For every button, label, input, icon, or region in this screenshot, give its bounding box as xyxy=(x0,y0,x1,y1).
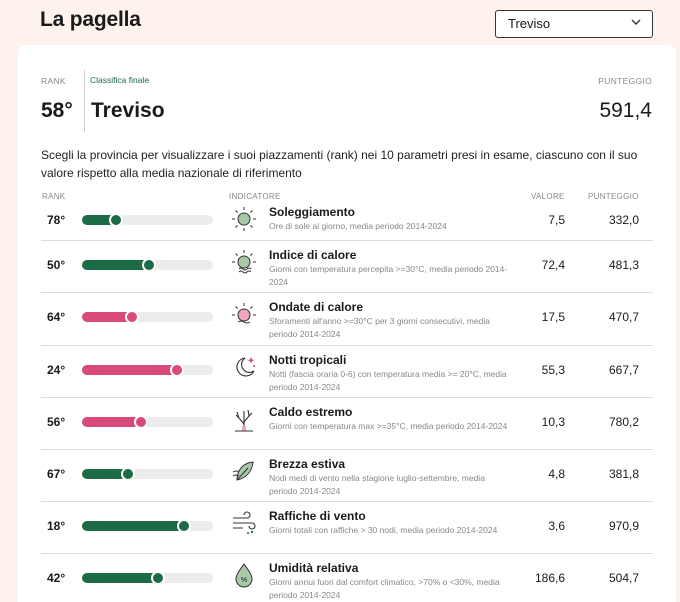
summary-rank: 58° xyxy=(41,99,73,122)
sun-icon xyxy=(232,207,256,231)
humidity-icon: % xyxy=(235,563,253,588)
table-row: 67° Brezza estiva Nodi medi di vento nella… xyxy=(41,450,653,502)
rank-bar-knob xyxy=(125,310,139,324)
summary-classifica-label: Classifica finale xyxy=(90,75,150,85)
table-row: 50° Indice di calore Giorni con temperatur… xyxy=(41,241,653,293)
rank-bar-knob xyxy=(151,571,165,585)
indicator-score: 780,2 xyxy=(608,415,639,429)
indicator-value: 55,3 xyxy=(541,363,565,377)
indicator-value: 3,6 xyxy=(548,519,565,533)
row-rank: 56° xyxy=(47,415,66,429)
indicator-score: 470,7 xyxy=(608,310,639,324)
rank-bar xyxy=(82,258,213,272)
svg-text:%: % xyxy=(241,577,247,584)
indicator-score: 381,8 xyxy=(608,467,639,481)
table-row: 78° Soleggiamento Ore di sole al giorno, m… xyxy=(41,202,653,241)
rank-bar xyxy=(82,310,213,324)
wind-gust-icon xyxy=(233,511,256,534)
indicator-description: Giorni annui fuori dal comfort climatico… xyxy=(269,577,500,600)
th-rank: RANK xyxy=(42,192,66,201)
indicator-description: Nodi medi di vento nella stagione luglio… xyxy=(269,473,485,496)
province-select[interactable]: Treviso xyxy=(495,10,653,38)
description: Scegli la provincia per visualizzare i s… xyxy=(41,148,638,180)
indicator-value: 17,5 xyxy=(541,310,565,324)
rank-bar xyxy=(82,519,213,533)
indicator-description: Giorni totali con raffiche > 30 nodi, me… xyxy=(269,525,498,535)
report-card xyxy=(18,45,676,602)
indicator-name: Indice di calore xyxy=(269,248,357,262)
dry-tree-icon xyxy=(235,409,253,432)
breeze-icon xyxy=(232,461,254,481)
summary-province: Treviso xyxy=(91,99,165,122)
summary-score: 591,4 xyxy=(599,99,652,122)
table-row: 56° Caldo estremo Giorni con temperatura m… xyxy=(41,398,653,450)
rank-bar-fill xyxy=(82,312,133,322)
rank-bar-knob xyxy=(134,415,148,429)
row-rank: 67° xyxy=(47,467,66,481)
rank-bar xyxy=(82,213,213,227)
rank-bar xyxy=(82,467,213,481)
indicator-name: Notti tropicali xyxy=(269,353,347,367)
row-rank: 18° xyxy=(47,519,66,533)
summary-score-label: PUNTEGGIO xyxy=(598,76,652,86)
indicator-score: 970,9 xyxy=(608,519,639,533)
indicator-score: 504,7 xyxy=(608,571,639,585)
indicator-score: 667,7 xyxy=(608,363,639,377)
heatwave-icon xyxy=(232,303,256,324)
rank-bar-knob xyxy=(177,519,191,533)
rank-bar xyxy=(82,571,213,585)
province-select-value: Treviso xyxy=(508,16,551,31)
rank-bar-fill xyxy=(82,573,159,583)
page-title: La pagella xyxy=(40,8,141,31)
rank-bar-fill xyxy=(82,365,178,375)
table-row: 42°% Umidità relativa Giorni annui fuori d… xyxy=(41,554,653,602)
moon-icon xyxy=(236,357,255,377)
indicator-description: Sforamenti all'anno >=30°C per 3 giorni … xyxy=(269,316,490,339)
rank-bar-fill xyxy=(82,469,129,479)
indicator-name: Ondate di calore xyxy=(269,300,364,314)
rank-bar-fill xyxy=(82,521,185,531)
th-score: PUNTEGGIO xyxy=(588,192,639,201)
table-row: 18° Raffiche di vento Giorni totali con ra… xyxy=(41,502,653,554)
table-row: 24° Notti tropicali Notti (fascia oraria 0… xyxy=(41,346,653,398)
indicator-value: 7,5 xyxy=(548,213,565,227)
indicator-value: 4,8 xyxy=(548,467,565,481)
rank-bar xyxy=(82,415,213,429)
indicator-name: Brezza estiva xyxy=(269,457,346,471)
row-rank: 78° xyxy=(47,213,66,227)
summary-divider xyxy=(84,70,85,132)
indicator-value: 186,6 xyxy=(534,571,565,585)
row-rank: 50° xyxy=(47,258,66,272)
row-rank: 64° xyxy=(47,310,66,324)
summary-rank-label: RANK xyxy=(41,76,66,86)
row-rank: 24° xyxy=(47,363,66,377)
indicator-description: Giorni con temperatura percepita >=30°C,… xyxy=(269,264,508,287)
indicator-description: Ore di sole al giorno, media periodo 201… xyxy=(269,221,447,231)
indicator-description: Giorni con temperatura max >=35°C, media… xyxy=(269,421,508,431)
indicator-score: 481,3 xyxy=(608,258,639,272)
rank-bar-fill xyxy=(82,417,142,427)
indicator-name: Caldo estremo xyxy=(269,405,353,419)
indicator-value: 10,3 xyxy=(541,415,565,429)
rank-bar-knob xyxy=(109,213,123,227)
heat-index-icon xyxy=(232,250,256,274)
table-row: 64° Ondate di calore Sforamenti all'anno >… xyxy=(41,293,653,346)
indicator-description: Notti (fascia oraria 0-6) con temperatur… xyxy=(269,369,507,392)
chevron-down-icon xyxy=(631,19,641,25)
rank-bar-knob xyxy=(121,467,135,481)
th-value: VALORE xyxy=(531,192,565,201)
rank-bar-fill xyxy=(82,215,117,225)
indicator-name: Soleggiamento xyxy=(269,205,356,219)
indicator-name: Umidità relativa xyxy=(269,561,359,575)
rank-bar-knob xyxy=(142,258,156,272)
row-rank: 42° xyxy=(47,571,66,585)
rank-bar-knob xyxy=(170,363,184,377)
indicator-value: 72,4 xyxy=(541,258,565,272)
indicator-score: 332,0 xyxy=(608,213,639,227)
th-indicator: INDICATORE xyxy=(229,192,281,201)
indicator-name: Raffiche di vento xyxy=(269,509,366,523)
rank-bar xyxy=(82,363,213,377)
rank-bar-fill xyxy=(82,260,150,270)
